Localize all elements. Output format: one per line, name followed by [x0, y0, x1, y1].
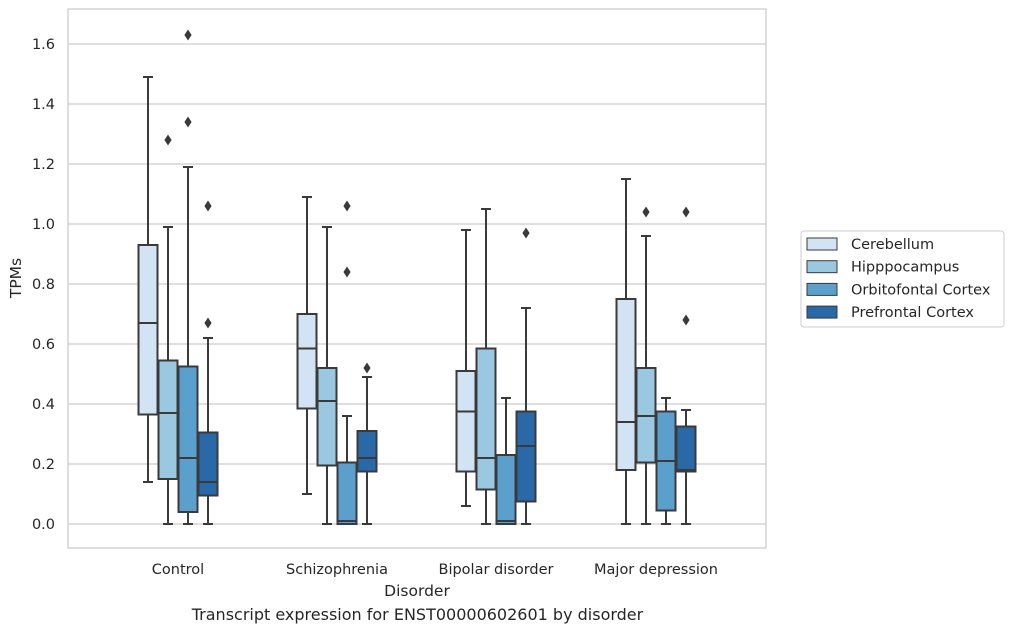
x-tick-label: Bipolar disorder	[439, 562, 554, 578]
x-tick-label: Major depression	[594, 562, 718, 578]
legend-label: Prefrontal Cortex	[851, 305, 974, 321]
legend-swatch	[806, 260, 838, 274]
y-tick-label: 1.4	[32, 97, 55, 113]
y-tick-label: 0.0	[32, 517, 55, 533]
y-tick-label: 1.6	[32, 37, 55, 53]
outlier-point	[184, 29, 192, 41]
box-body	[675, 425, 697, 473]
outlier-point	[204, 317, 212, 329]
box-orbitofontal-cortex	[655, 397, 677, 525]
outlier-point	[642, 206, 650, 218]
box-cerebellum	[296, 196, 318, 495]
box-hipppocampus	[475, 208, 497, 525]
box-orbitofontal-cortex	[336, 200, 358, 525]
box-hipppocampus	[157, 134, 179, 525]
outlier-point	[164, 134, 172, 146]
box-body	[197, 431, 219, 497]
y-tick-label: 0.6	[32, 337, 55, 353]
outlier-point	[343, 200, 351, 212]
box-body	[475, 347, 497, 491]
x-tick-label: Schizophrenia	[286, 562, 388, 578]
x-tick-label: Control	[152, 562, 204, 578]
legend: Cerebellum Hipppocampus Orbitofontal Corte…	[800, 230, 1005, 328]
outlier-point	[522, 227, 530, 239]
box-cerebellum	[137, 76, 159, 483]
box-prefrontal-cortex	[675, 206, 697, 525]
plot-frame	[67, 8, 767, 549]
outlier-point	[184, 116, 192, 128]
outlier-point	[682, 206, 690, 218]
y-tick-label: 0.8	[32, 277, 55, 293]
box-prefrontal-cortex	[356, 362, 378, 525]
legend-label: Cerebellum	[851, 237, 934, 253]
box-orbitofontal-cortex	[177, 29, 199, 525]
box-prefrontal-cortex	[197, 200, 219, 525]
box-body	[356, 430, 378, 473]
y-tick-label: 0.4	[32, 397, 55, 413]
chart-caption: Transcript expression for ENST0000060260…	[191, 605, 644, 624]
boxes-layer	[137, 29, 697, 525]
box-prefrontal-cortex	[515, 227, 537, 525]
legend-label: Hipppocampus	[851, 260, 959, 276]
box-cerebellum	[615, 178, 637, 525]
legend-swatch	[806, 237, 838, 251]
box-body	[515, 410, 537, 503]
x-tick-labels: Control Schizophrenia Bipolar disorder Majo…	[152, 562, 718, 578]
outlier-point	[343, 266, 351, 278]
box-body	[455, 370, 477, 473]
legend-frame	[800, 230, 1005, 328]
y-tick-labels: 0.0 0.2 0.4 0.6 0.8 1.0 1.2 1.4 1.6	[32, 37, 55, 533]
legend-swatch	[806, 305, 838, 319]
y-tick-label: 0.2	[32, 457, 55, 473]
box-body	[177, 365, 199, 513]
y-axis-label: TPMs	[7, 258, 25, 299]
box-cerebellum	[455, 229, 477, 507]
outlier-point	[363, 362, 371, 374]
box-body	[137, 244, 159, 416]
outlier-point	[682, 314, 690, 326]
y-tick-label: 1.2	[32, 157, 55, 173]
box-hipppocampus	[316, 226, 338, 525]
outlier-point	[204, 200, 212, 212]
box-body	[157, 359, 179, 480]
box-body	[615, 298, 637, 471]
y-tick-label: 1.0	[32, 217, 55, 233]
x-axis-label: Disorder	[384, 582, 450, 600]
legend-label: Orbitofontal Cortex	[851, 282, 991, 298]
box-body	[316, 367, 338, 467]
box-body	[495, 454, 517, 525]
box-body	[296, 313, 318, 410]
box-body	[336, 461, 358, 525]
box-orbitofontal-cortex	[495, 397, 517, 525]
legend-swatch	[806, 282, 838, 296]
box-hipppocampus	[635, 206, 657, 525]
